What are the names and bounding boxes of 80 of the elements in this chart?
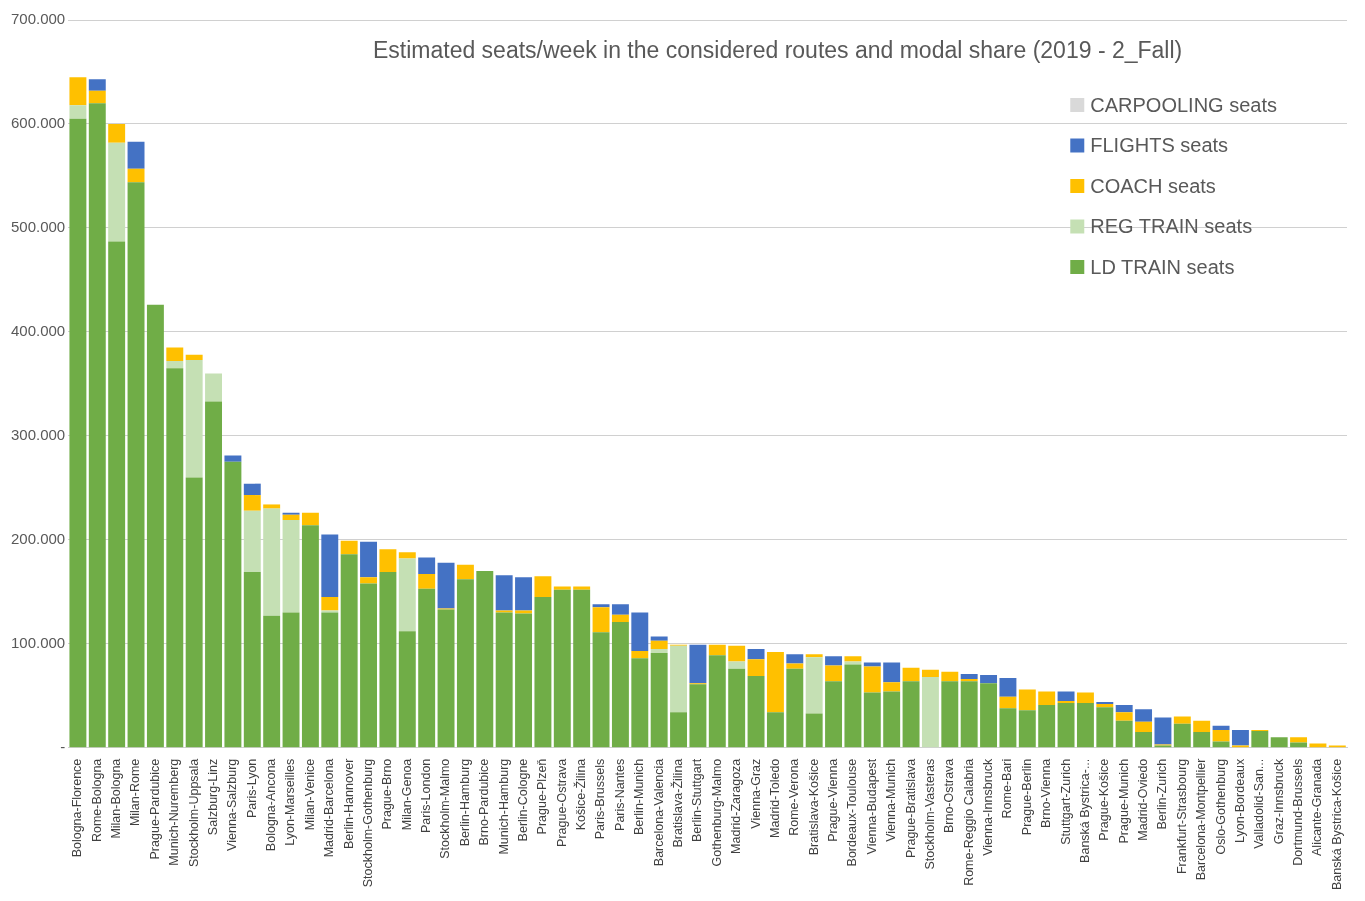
x-tick-label: Stockholm-Gothenburg <box>360 758 375 888</box>
legend-label: FLIGHTS seats <box>1090 134 1229 157</box>
x-tick-label: Berlin-Stuttgart <box>690 758 705 843</box>
x-tick-label: Prague-Košice <box>1097 758 1112 841</box>
y-tick-label: 300.000 <box>10 425 66 443</box>
x-tick-label: Madrid-Barcelona <box>322 758 337 858</box>
x-tick-label: Berlin-Cologne <box>516 758 530 842</box>
x-tick-label: Munich-Nuremberg <box>167 758 182 866</box>
x-tick-label: Berlin-Hannover <box>341 758 356 850</box>
x-tick-label: Madrid-Toledo <box>767 758 782 838</box>
x-tick-label: Barcelona-Montpellier <box>1194 758 1209 881</box>
x-tick-label: Milan-Bologna <box>109 758 124 839</box>
legend-label: COACH seats <box>1090 174 1216 197</box>
x-tick-label: Rome-Verona <box>787 758 802 836</box>
x-tick-label: Stockholm-Vasteras <box>922 758 937 870</box>
x-tick-label: Rome-Reggio Calabria <box>961 758 976 886</box>
x-tick-label: Madrid-Zaragoza <box>729 758 744 854</box>
x-tick-label: Alicante-Granada <box>1310 758 1325 856</box>
x-tick-label: Vienna-Salzburg <box>225 758 240 851</box>
y-tick-label: 600.000 <box>10 114 66 132</box>
x-tick-label: Prague-Pardubice <box>147 758 162 860</box>
x-tick-label: Vienna-Graz <box>748 758 763 829</box>
x-tick-label: Stuttgart-Zurich <box>1058 758 1073 845</box>
x-tick-label: Berlin-Hamburg <box>457 758 472 847</box>
y-tick-label: 100.000 <box>10 633 66 651</box>
y-tick-label: 400.000 <box>10 322 66 340</box>
x-tick-label: Oslo-Gothenburg <box>1213 758 1228 855</box>
x-tick-label: Bologna-Florence <box>70 758 85 858</box>
x-tick-label: Rome-Bari <box>1000 758 1015 819</box>
x-tick-label: Brno-Vienna <box>1039 758 1054 828</box>
x-tick-label: Košice-Žilina <box>573 758 589 831</box>
x-tick-label: Madrid-Oviedo <box>1136 758 1151 841</box>
x-tick-label: Valladolid-San... <box>1252 758 1267 849</box>
x-tick-label: Vienna-Budapest <box>864 758 879 855</box>
x-tick-label: Stockholm-Uppsala <box>186 758 201 868</box>
x-tick-label: Bratislava-Košice <box>806 758 821 856</box>
legend-label: LD TRAIN seats <box>1090 255 1235 278</box>
x-tick-label: Munich-Hamburg <box>496 758 511 855</box>
y-tick-label: 700.000 <box>10 10 66 28</box>
x-tick-label: Bologna-Ancona <box>264 758 279 852</box>
x-tick-label: Milan-Venice <box>302 758 317 831</box>
x-tick-label: Graz-Innsbruck <box>1271 757 1286 845</box>
x-tick-label: Stockholm-Malmo <box>438 758 453 859</box>
x-tick-label: Bordeaux-Toulouse <box>845 758 860 867</box>
legend-label: REG TRAIN seats <box>1090 215 1253 238</box>
x-tick-label: Bratislava-Žilina <box>670 758 685 848</box>
x-tick-label: Vienna-Innsbruck <box>981 757 996 856</box>
x-tick-label: Lyon-Marseilles <box>283 758 298 846</box>
x-tick-label: Prague-Vienna <box>826 758 840 842</box>
x-tick-label: Rome-Bologna <box>89 758 104 843</box>
y-tick-label: - <box>60 737 66 755</box>
x-tick-label: Milan-Rome <box>128 758 143 827</box>
x-tick-label: Salzburg-Linz <box>205 758 220 836</box>
legend-label: CARPOOLING seats <box>1090 93 1277 116</box>
x-tick-label: Prague-Plzeň <box>535 758 550 835</box>
x-tick-label: Berlin-Zurich <box>1155 758 1170 830</box>
x-tick-label: Banská Bystrica-... <box>1077 758 1092 863</box>
y-tick-label: 200.000 <box>10 529 66 547</box>
x-tick-label: Paris-London <box>419 758 434 834</box>
x-tick-label: Berlin-Munich <box>632 758 647 836</box>
x-tick-label: Prague-Bratislava <box>903 758 918 859</box>
text: Estimated seats/week in the considered routes and modal share (2019 - 2_Fall) <box>372 37 1183 64</box>
x-tick-label: Prague-Ostrava <box>554 758 569 847</box>
x-tick-label: Milan-Genoa <box>399 758 414 831</box>
x-tick-label: Banská Bystrica-Košice <box>1329 758 1344 891</box>
x-tick-label: Paris-Brussels <box>593 758 608 840</box>
x-tick-label: Dortmund-Brussels <box>1291 758 1306 866</box>
x-tick-label: Prague-Munich <box>1116 758 1131 844</box>
x-tick-label: Paris-Lyon <box>244 758 259 818</box>
x-tick-label: Barcelona-Valencia <box>651 758 666 867</box>
x-tick-label: Brno-Ostrava <box>942 758 957 834</box>
x-tick-label: Gothenburg-Malmo <box>709 758 724 867</box>
x-tick-label: Lyon-Bordeaux <box>1232 757 1247 844</box>
x-tick-label: Paris-Nantes <box>612 758 627 831</box>
x-tick-label: Brno-Pardubice <box>477 758 492 846</box>
x-tick-label: Prague-Brno <box>380 758 395 830</box>
y-tick-label: 500.000 <box>10 218 66 236</box>
x-tick-label: Prague-Berlin <box>1019 758 1034 836</box>
x-tick-label: Frankfurt-Strasbourg <box>1174 758 1189 875</box>
x-tick-label: Vienna-Munich <box>884 758 899 842</box>
